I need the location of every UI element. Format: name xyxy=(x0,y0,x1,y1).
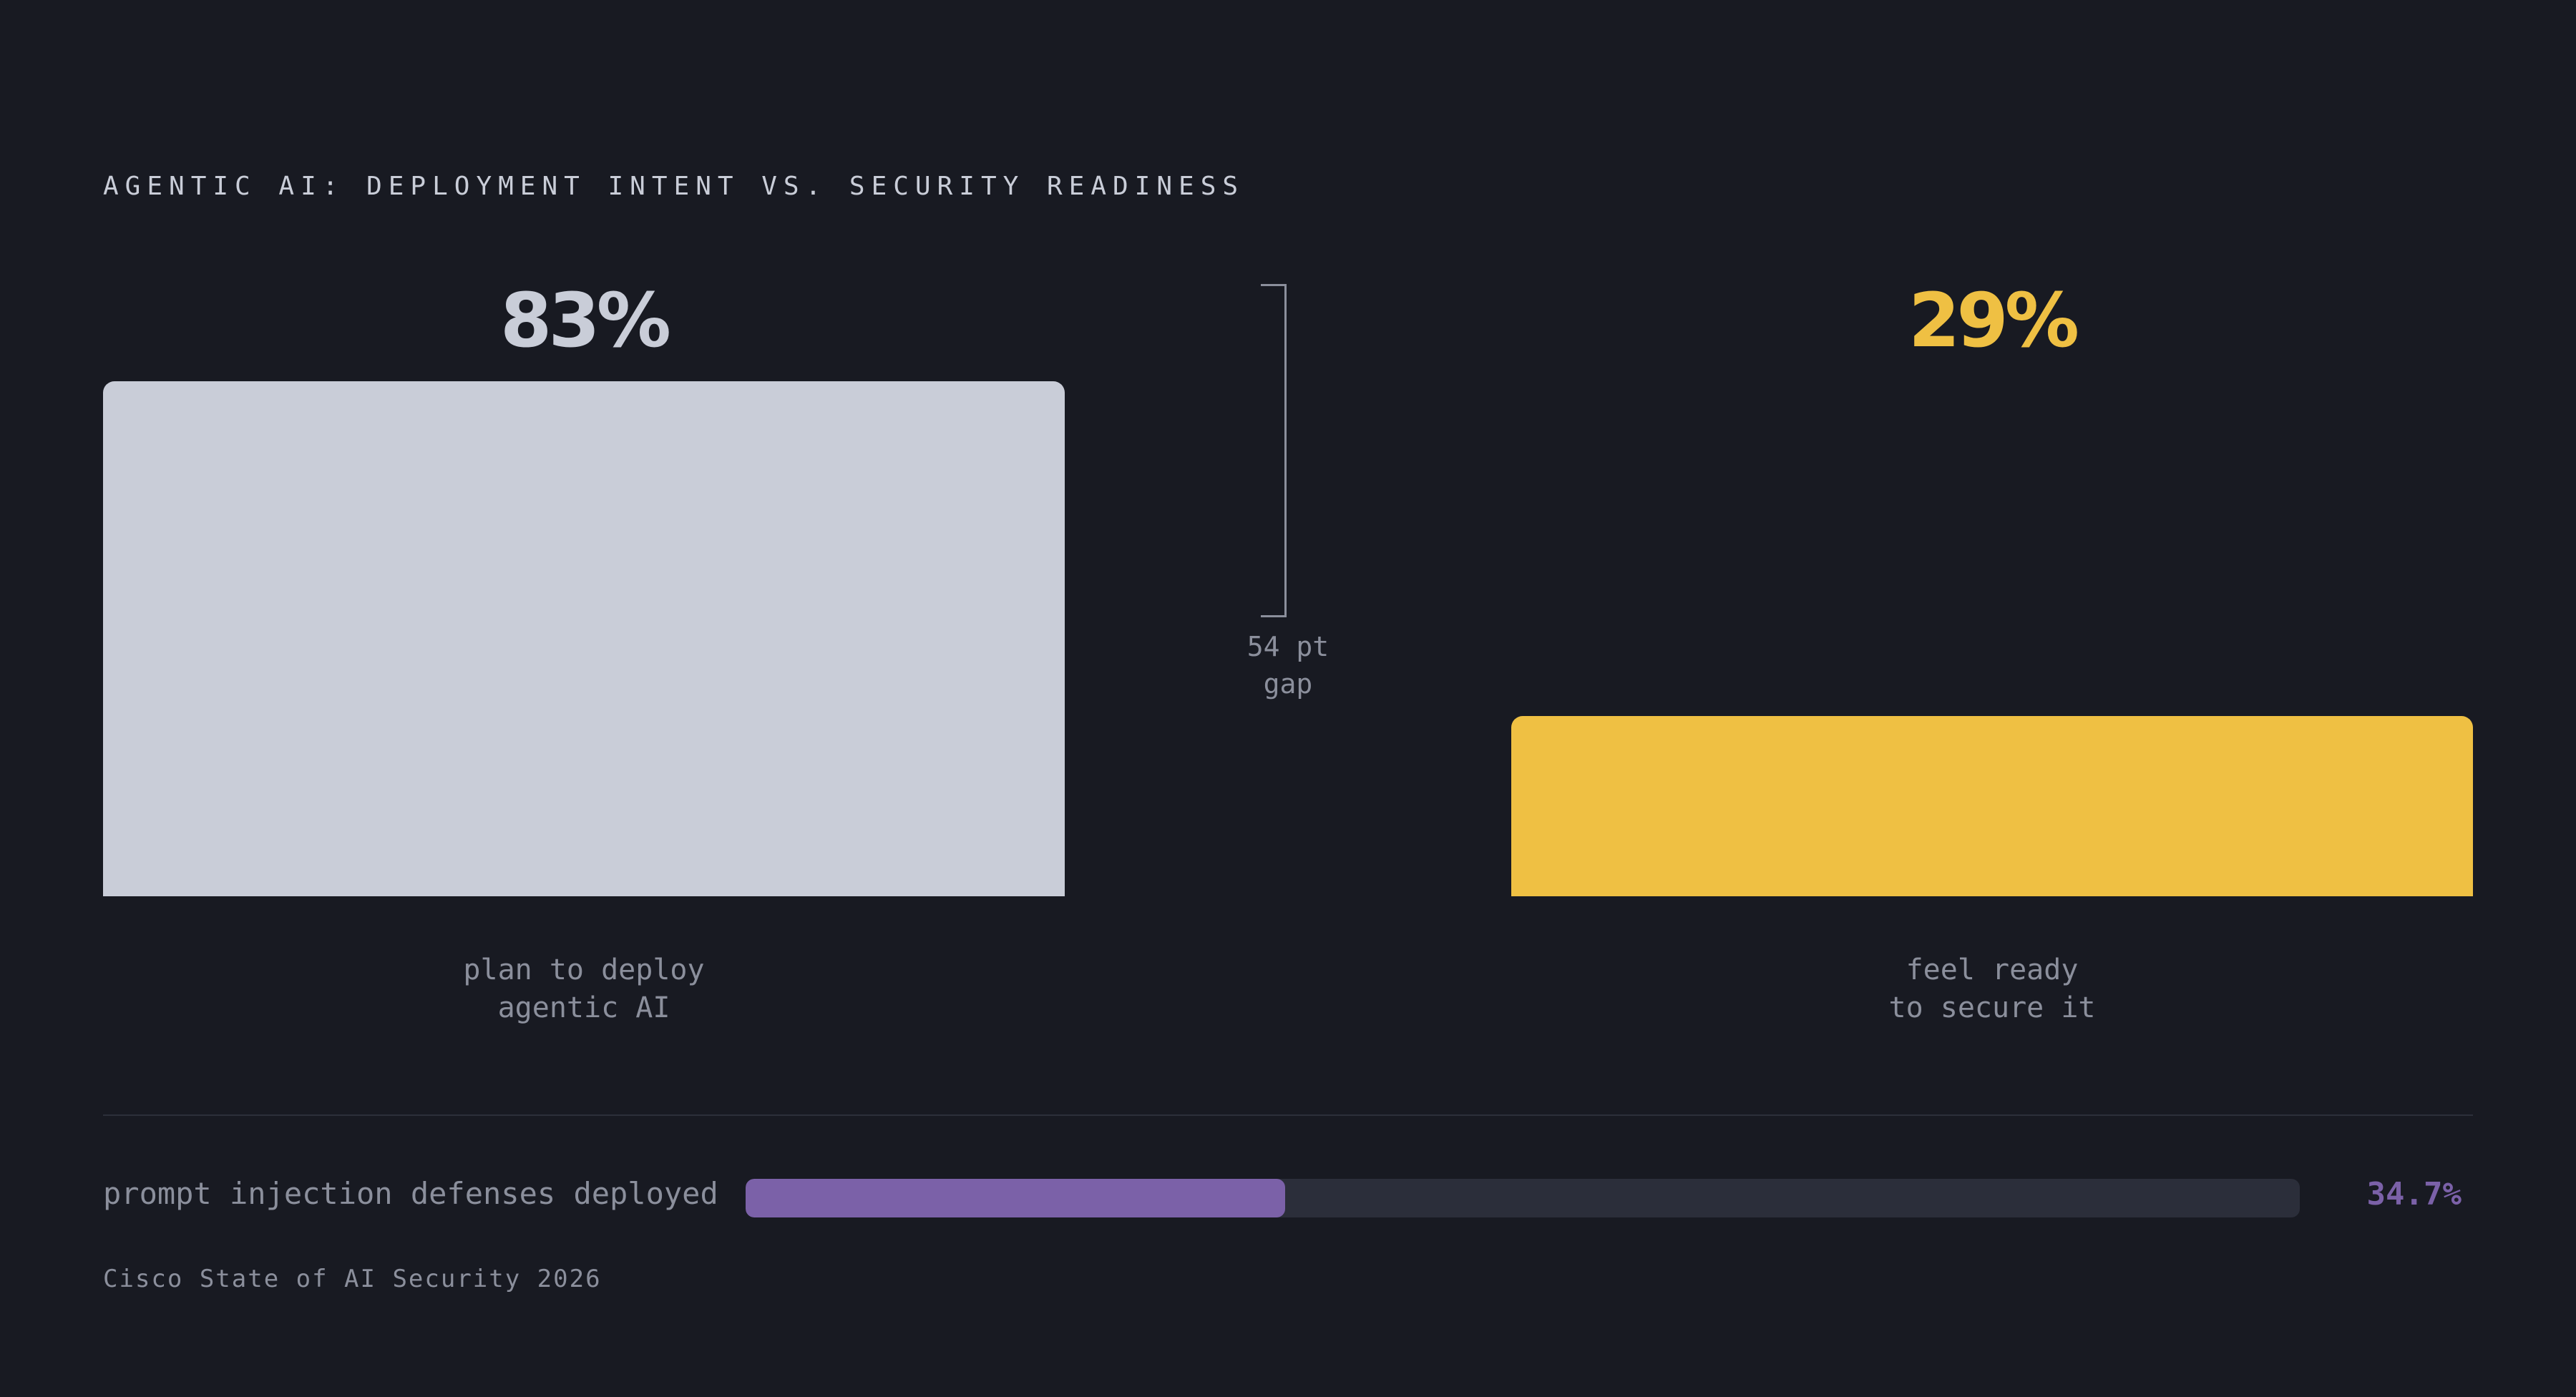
bar-category-label-line: agentic AI xyxy=(497,991,670,1024)
gap-annotation: 54 pt gap xyxy=(1188,628,1388,702)
gap-annotation-line-2: gap xyxy=(1263,668,1313,700)
metric-label: prompt injection defenses deployed xyxy=(103,1176,718,1211)
bar-2 xyxy=(1511,716,2473,896)
bar-category-label-2: feel ready to secure it xyxy=(1511,951,2473,1027)
bar-value-label-1: 83% xyxy=(500,277,671,364)
bar-category-label-1: plan to deploy agentic AI xyxy=(103,951,1065,1027)
gap-bracket xyxy=(1261,284,1287,617)
bar-1 xyxy=(103,381,1065,896)
bar-category-label-line: to secure it xyxy=(1888,991,2096,1024)
divider xyxy=(103,1114,2473,1116)
gap-annotation-line-1: 54 pt xyxy=(1246,631,1330,662)
bar-category-label-line: plan to deploy xyxy=(463,954,705,986)
bar-value-label-2: 29% xyxy=(1908,277,2079,364)
source-note: Cisco State of AI Security 2026 xyxy=(103,1265,602,1293)
chart-title: AGENTIC AI: DEPLOYMENT INTENT VS. SECURI… xyxy=(103,172,1245,201)
metric-progress-fill xyxy=(746,1179,1285,1217)
metric-value: 34.7% xyxy=(2366,1176,2462,1212)
bar-category-label-line: feel ready xyxy=(1906,954,2079,986)
metric-progress-track xyxy=(746,1179,2300,1217)
